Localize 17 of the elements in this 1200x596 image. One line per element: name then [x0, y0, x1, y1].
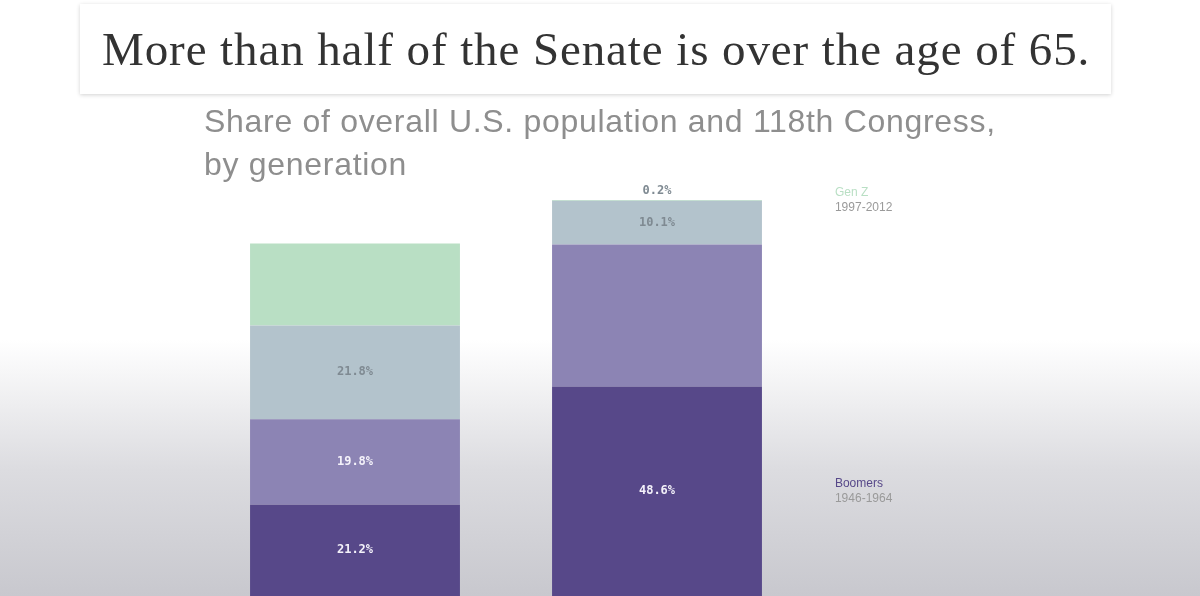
- data-label: 21.8%: [336, 364, 374, 379]
- data-label: 0.2%: [642, 183, 673, 198]
- data-label: 21.2%: [336, 542, 374, 557]
- data-label: 19.8%: [336, 454, 374, 469]
- bar: [552, 200, 762, 245]
- bar: [250, 504, 460, 596]
- text: Gen Z 1997-2012: [834, 185, 893, 216]
- data-label: 48.6%: [638, 483, 676, 498]
- text: More than half of the Senate is over the age of 65.: [102, 22, 1091, 77]
- bar: [250, 419, 460, 505]
- bar: [552, 386, 762, 596]
- bar: [250, 243, 460, 326]
- text: Boomers 1946-1964: [834, 476, 893, 507]
- chart-title: Share of overall U.S. population and 118th Congress, by generation: [204, 103, 996, 182]
- data-label: 10.1%: [638, 214, 676, 229]
- bar: [250, 325, 460, 420]
- bar: [552, 244, 762, 387]
